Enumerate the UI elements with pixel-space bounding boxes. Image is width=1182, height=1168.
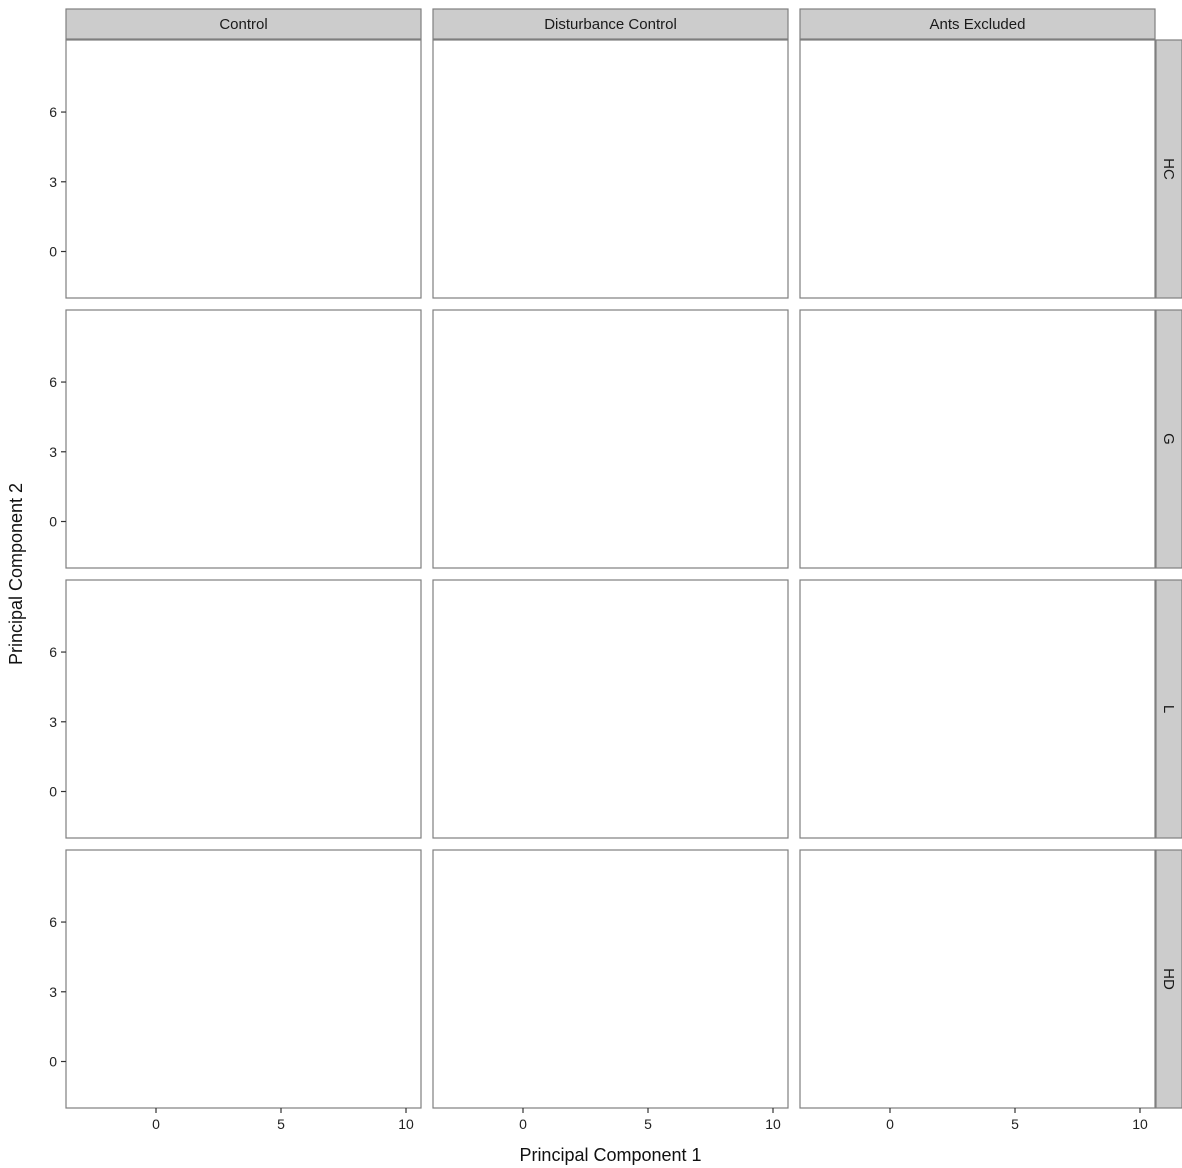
x-tick-label: 10 (1132, 1116, 1148, 1132)
panel-border (65, 579, 422, 839)
column-strip-background (432, 8, 789, 40)
y-tick-label: 0 (49, 244, 57, 260)
row-strip-hc: HC (1155, 39, 1182, 299)
row-strip-label: L (1160, 705, 1177, 713)
row-strip-hd: HD (1155, 849, 1182, 1109)
column-strip-2: Disturbance Control (432, 8, 789, 40)
row-strip-g: G (1155, 309, 1182, 569)
column-strip-label: Ants Excluded (930, 16, 1026, 33)
facet-panel-hd-3 (799, 849, 1156, 1109)
x-tick-label: 5 (644, 1116, 652, 1132)
panel-border (799, 579, 1156, 839)
x-tick-label: 10 (398, 1116, 414, 1132)
y-tick-label: 3 (49, 174, 57, 190)
y-tick-label: 0 (49, 514, 57, 530)
axes-layer: 0 3 6 0 3 6 0 3 6 0 3 6 0 5 10 0 5 10 0 5 10 (49, 104, 1148, 1132)
y-tick-label: 6 (49, 374, 57, 390)
y-tick-label: 0 (49, 784, 57, 800)
x-tick-label: 10 (765, 1116, 781, 1132)
facet-panel-g-1 (65, 309, 422, 569)
panel-border (432, 579, 789, 839)
row-strip-background (1155, 849, 1182, 1109)
facet-panel-l-1 (65, 579, 422, 839)
y-axis-title: Principal Component 2 (6, 483, 26, 665)
y-tick-label: 6 (49, 914, 57, 930)
panel-border (432, 849, 789, 1109)
panel-border (432, 39, 789, 299)
row-strip-l: L (1155, 579, 1182, 839)
column-strip-background (799, 8, 1156, 40)
facet-panel-hd-2 (432, 849, 789, 1109)
panel-border (799, 309, 1156, 569)
facet-panel-g-2 (432, 309, 789, 569)
column-strip-label: Disturbance Control (544, 16, 677, 33)
column-strip-1: Control (65, 8, 422, 40)
row-strip-background (1155, 579, 1182, 839)
row-strip-label: HD (1160, 968, 1177, 990)
facet-panel-hc-1 (65, 39, 422, 299)
x-axis-title: Principal Component 1 (519, 1145, 701, 1165)
x-tick-label: 0 (152, 1116, 160, 1132)
panel-border (65, 39, 422, 299)
column-strip-3: Ants Excluded (799, 8, 1156, 40)
facet-panel-g-3 (799, 309, 1156, 569)
facet-panel-l-3 (799, 579, 1156, 839)
x-tick-label: 0 (519, 1116, 527, 1132)
facet-panel-hd-1 (65, 849, 422, 1109)
panels-layer (65, 39, 1156, 1109)
y-tick-label: 3 (49, 444, 57, 460)
row-strip-background (1155, 309, 1182, 569)
y-tick-label: 3 (49, 714, 57, 730)
row-strip-label: G (1160, 433, 1177, 445)
facet-panel-hc-3 (799, 39, 1156, 299)
y-tick-label: 0 (49, 1054, 57, 1070)
panel-border (432, 309, 789, 569)
column-strip-label: Control (219, 16, 267, 33)
strips-layer: Control Disturbance Control Ants Excluded H… (65, 8, 1182, 1109)
y-tick-label: 6 (49, 644, 57, 660)
panel-border (799, 39, 1156, 299)
x-tick-label: 0 (886, 1116, 894, 1132)
x-tick-label: 5 (1011, 1116, 1019, 1132)
panel-border (799, 849, 1156, 1109)
y-tick-label: 3 (49, 984, 57, 1000)
x-tick-label: 5 (277, 1116, 285, 1132)
row-strip-background (1155, 39, 1182, 299)
facet-panel-hc-2 (432, 39, 789, 299)
y-tick-label: 6 (49, 104, 57, 120)
panel-border (65, 849, 422, 1109)
column-strip-background (65, 8, 422, 40)
panel-border (65, 309, 422, 569)
facet-panel-l-2 (432, 579, 789, 839)
row-strip-label: HC (1160, 158, 1177, 180)
